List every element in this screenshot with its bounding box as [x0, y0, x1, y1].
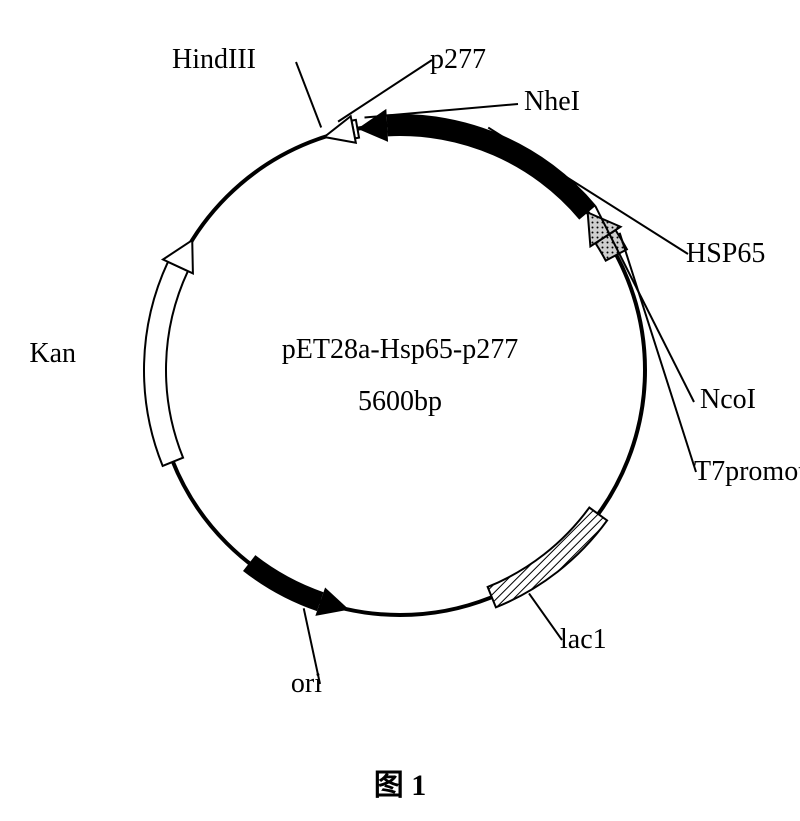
feature-lac1 — [488, 508, 607, 608]
leader-site-hindiii — [296, 62, 321, 127]
label-hsp65: HSP65 — [686, 238, 765, 269]
leader-hsp65 — [488, 128, 688, 254]
feature-ori — [243, 555, 323, 611]
figure-caption: 图 1 — [374, 769, 427, 802]
feature-kan — [144, 262, 188, 466]
feature-hsp65-arrowhead — [357, 109, 388, 142]
site-label-hindiii: HindIII — [172, 44, 256, 75]
leader-site-nhei — [365, 104, 518, 117]
site-label-ncoi: NcoI — [700, 384, 756, 415]
plasmid-size: 5600bp — [358, 386, 442, 417]
leader-t7 — [620, 233, 696, 472]
leader-lac1 — [529, 593, 562, 640]
label-lac1: lac1 — [560, 624, 607, 655]
site-label-nhei: NheI — [524, 86, 580, 117]
label-t7: T7promoter — [694, 456, 800, 487]
label-kan: Kan — [29, 338, 76, 369]
label-p277: p277 — [430, 44, 486, 75]
plasmid-name: pET28a-Hsp65-p277 — [282, 334, 518, 365]
label-ori: ori — [291, 668, 322, 699]
